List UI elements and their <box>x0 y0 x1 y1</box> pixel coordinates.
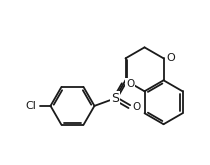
Text: O: O <box>126 79 134 89</box>
Text: O: O <box>132 102 140 112</box>
Text: S: S <box>111 92 119 105</box>
Text: Cl: Cl <box>25 101 36 111</box>
Text: O: O <box>167 53 176 63</box>
